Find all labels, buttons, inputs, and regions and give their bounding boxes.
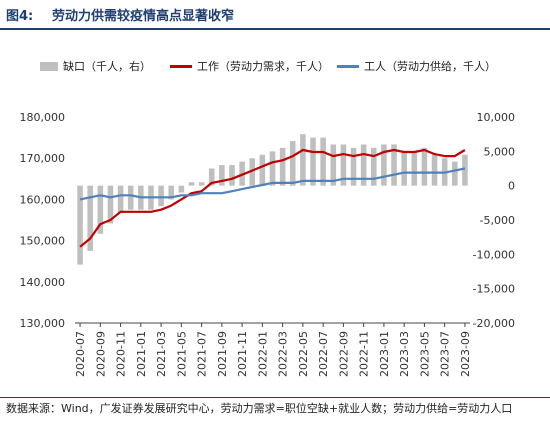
x-tick-label: 2021-11 — [236, 331, 249, 377]
y-right-tick-label: 0 — [508, 180, 515, 193]
figure-header: 图4: 劳动力供需较疫情高点显著收窄 — [0, 0, 550, 30]
legend-item-supply: 工人（劳动力供给，千人） — [337, 58, 496, 74]
legend-label-demand: 工作（劳动力需求，千人） — [197, 60, 329, 73]
x-tick-label: 2022-05 — [297, 331, 310, 377]
gap-bar — [178, 185, 185, 193]
legend-item-gap: 缺口（千人，右） — [40, 58, 151, 74]
x-tick-label: 2022-09 — [337, 331, 350, 377]
x-tick-label: 2023-05 — [418, 331, 431, 377]
y-right-tick-label: -10,000 — [473, 248, 515, 261]
gap-bar — [168, 185, 175, 200]
footer-rule — [0, 397, 550, 398]
gap-bar — [411, 151, 418, 186]
x-tick-label: 2022-01 — [256, 331, 269, 377]
legend-item-demand: 工作（劳动力需求，千人） — [170, 58, 329, 74]
figure-number: 图4: — [6, 9, 34, 24]
x-tick-label: 2023-07 — [439, 331, 452, 377]
x-tick-label: 2023-03 — [398, 331, 411, 377]
gap-bar — [330, 144, 337, 186]
y-left-tick-label: 180,000 — [20, 111, 66, 124]
gap-bar — [208, 168, 215, 186]
gap-bar — [370, 147, 377, 186]
x-tick-label: 2022-07 — [317, 331, 330, 377]
gap-bar — [300, 134, 306, 186]
y-left-tick-label: 130,000 — [20, 317, 66, 330]
x-tick-label: 2021-09 — [216, 331, 229, 377]
gap-bar — [421, 147, 428, 186]
gap-bar — [158, 185, 164, 207]
x-tick-label: 2021-07 — [196, 331, 209, 377]
x-tick-label: 2023-09 — [459, 331, 472, 377]
y-right-tick-label: -5,000 — [480, 214, 515, 227]
x-tick-label: 2020-09 — [94, 331, 107, 377]
legend-label-supply: 工人（劳动力供给，千人） — [364, 60, 496, 73]
gap-bar — [279, 147, 286, 186]
gap-bar — [360, 144, 367, 186]
gap-bar — [381, 144, 387, 186]
gap-bar — [198, 182, 205, 186]
x-tick-label: 2022-11 — [358, 331, 371, 377]
gap-bar — [107, 185, 114, 224]
gap-bar — [269, 151, 276, 186]
y-left-tick-label: 150,000 — [20, 235, 66, 248]
labor-chart: 130,000 140,000 150,000 160,000 170,000 180,0… — [20, 111, 516, 377]
y-left-tick-label: 170,000 — [20, 152, 66, 165]
gap-bar — [401, 151, 407, 186]
figure-title: 劳动力供需较疫情高点显著收窄 — [52, 9, 235, 24]
gap-bar — [340, 144, 347, 186]
gap-bar — [127, 185, 134, 210]
y-left-tick-label: 160,000 — [20, 193, 66, 206]
gap-bar — [320, 137, 326, 186]
gap-bar — [77, 185, 83, 265]
legend-swatch-demand — [170, 64, 192, 68]
gap-bar — [350, 147, 357, 186]
x-tick-label: 2022-03 — [277, 331, 290, 377]
gap-bar — [259, 154, 266, 186]
chart-legend: 缺口（千人，右） 工作（劳动力需求，千人） 工人（劳动力供给，千人） — [0, 58, 550, 80]
legend-swatch-gap — [40, 61, 58, 71]
y-right-tick-label: 10,000 — [477, 111, 516, 124]
y-right-tick-label: -15,000 — [473, 283, 515, 296]
gap-bar — [391, 144, 397, 186]
gap-bar — [289, 141, 296, 186]
gap-bar — [188, 182, 195, 186]
x-tick-label: 2021-05 — [175, 331, 188, 377]
gap-bar — [452, 161, 458, 186]
supply-line — [79, 167, 466, 201]
gap-bar — [97, 185, 104, 234]
gap-bar — [219, 165, 225, 186]
gap-bar — [462, 154, 468, 186]
x-tick-label: 2021-03 — [155, 331, 168, 377]
source-note: 数据来源：Wind，广发证券发展研究中心，劳动力需求=职位空缺+就业人数；劳动力… — [6, 402, 513, 415]
x-tick-label: 2021-01 — [135, 331, 148, 377]
gap-bar — [431, 154, 438, 186]
x-tick-label: 2020-11 — [115, 331, 128, 377]
y-left-tick-label: 140,000 — [20, 276, 66, 289]
gap-bar — [249, 158, 256, 186]
gap-bar — [310, 137, 316, 186]
demand-line — [79, 148, 466, 248]
legend-swatch-supply — [337, 64, 359, 68]
title-rule — [0, 28, 550, 30]
y-right-tick-label: -20,000 — [473, 317, 515, 330]
gap-bar — [117, 185, 124, 214]
gap-bar — [87, 185, 93, 251]
x-tick-label: 2023-01 — [378, 331, 391, 377]
x-tick-label: 2020-07 — [74, 331, 87, 377]
y-right-tick-label: 5,000 — [484, 145, 516, 158]
gap-bar — [229, 165, 235, 186]
legend-label-gap: 缺口（千人，右） — [63, 60, 151, 73]
